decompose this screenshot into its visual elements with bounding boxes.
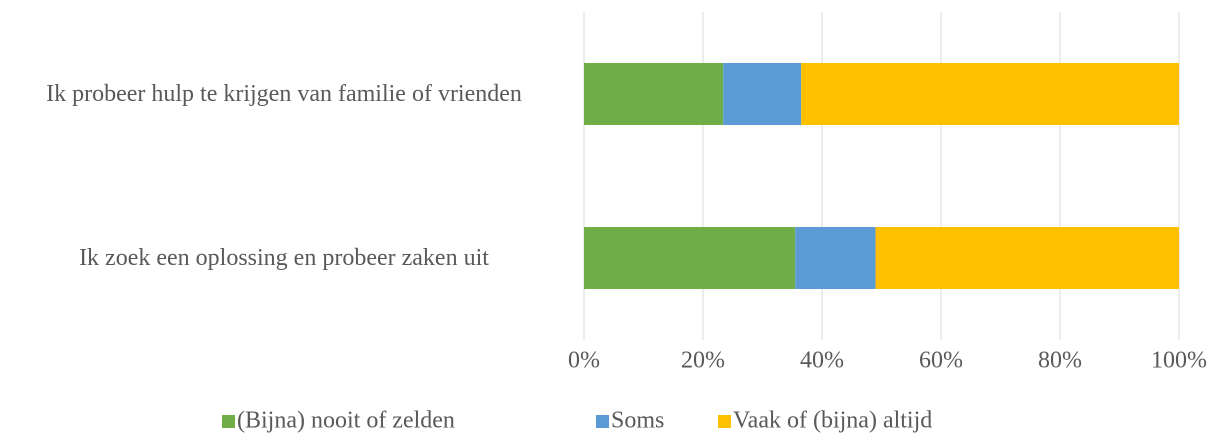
bar-segment	[795, 227, 876, 289]
legend-label: (Bijna) nooit of zelden	[237, 408, 455, 434]
legend-label: Vaak of (bijna) altijd	[733, 408, 932, 434]
x-tick-label: 60%	[919, 348, 963, 374]
x-tick-label: 20%	[681, 348, 725, 374]
x-tick-label: 40%	[800, 348, 844, 374]
x-tick-label: 80%	[1038, 348, 1082, 374]
legend-swatch	[222, 415, 235, 428]
legend-swatch	[596, 415, 609, 428]
bar-segment	[801, 63, 1179, 125]
y-tick-label: Ik zoek een oplossing en probeer zaken u…	[79, 245, 489, 271]
legend-swatch	[718, 415, 731, 428]
bar-segment	[584, 63, 724, 125]
y-tick-label: Ik probeer hulp te krijgen van familie o…	[46, 81, 522, 107]
legend-label: Soms	[611, 408, 664, 434]
x-tick-label: 0%	[568, 348, 600, 374]
bar-segment	[723, 63, 802, 125]
x-tick-label: 100%	[1151, 348, 1207, 374]
bar-segment	[875, 227, 1179, 289]
bar-segment	[584, 227, 796, 289]
